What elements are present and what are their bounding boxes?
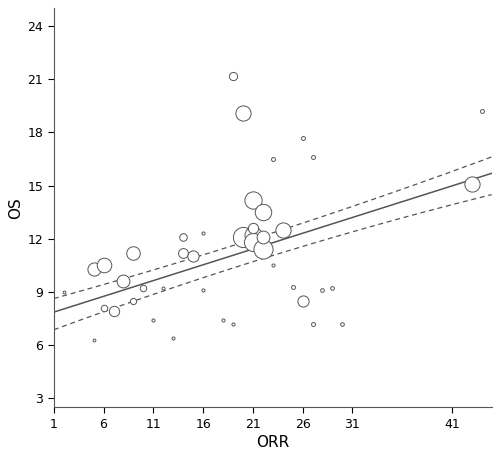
Point [179, 249, 187, 256]
Point [60, 288, 68, 295]
Point [249, 231, 257, 239]
Point [150, 316, 158, 324]
Point [268, 262, 276, 269]
Point [100, 262, 108, 269]
Point [219, 316, 227, 324]
Point [468, 180, 476, 187]
Point [338, 320, 346, 327]
Point [160, 285, 168, 292]
Point [249, 196, 257, 203]
Point [100, 304, 108, 311]
Point [259, 233, 267, 240]
Point [259, 208, 267, 216]
X-axis label: ORR: ORR [256, 435, 290, 450]
Point [308, 320, 316, 327]
Point [189, 253, 197, 260]
Point [90, 265, 98, 273]
Point [179, 233, 187, 240]
Point [110, 308, 118, 315]
Point [229, 72, 237, 79]
Point [120, 278, 128, 285]
Point [318, 286, 326, 294]
Point [249, 239, 257, 246]
Point [229, 320, 237, 327]
Point [169, 334, 177, 342]
Point [130, 249, 138, 256]
Point [199, 230, 207, 237]
Point [239, 109, 247, 116]
Point [478, 108, 486, 115]
Point [298, 134, 306, 142]
Point [259, 245, 267, 253]
Point [328, 285, 336, 292]
Point [278, 226, 286, 234]
Point [239, 233, 247, 240]
Point [130, 297, 138, 305]
Y-axis label: OS: OS [8, 197, 24, 218]
Point [199, 286, 207, 294]
Point [140, 285, 147, 292]
Point [288, 283, 296, 290]
Point [268, 155, 276, 163]
Point [90, 336, 98, 344]
Point [249, 224, 257, 232]
Point [298, 297, 306, 305]
Point [308, 153, 316, 161]
